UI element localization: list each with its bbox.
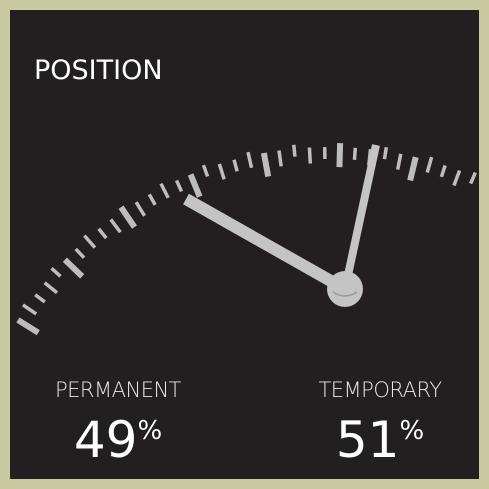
gauge-tick [352, 147, 358, 160]
gauge-tick [62, 257, 85, 279]
gauge-tick [22, 303, 38, 316]
gauge-tick [97, 227, 108, 240]
value-unit: % [399, 416, 424, 446]
gauge-tick [395, 153, 403, 170]
gauge-tick [439, 164, 447, 178]
gauge-tick [246, 151, 254, 169]
gauge-tick [147, 193, 157, 206]
item-label: TEMPORARY [318, 378, 442, 402]
value-number: 49 [74, 411, 138, 469]
gauge-tick [452, 169, 462, 187]
gauge-tick [382, 147, 389, 160]
gauge-tick [336, 143, 344, 168]
minute-hand [341, 144, 380, 290]
gauge-tick [187, 173, 203, 198]
hub-shine [332, 291, 358, 297]
item-value: 49% [74, 411, 162, 469]
title: POSITION [34, 55, 163, 86]
gauge-tick [292, 144, 297, 157]
gauge-tick [277, 150, 283, 167]
panel [10, 10, 479, 479]
gauge-tick [34, 293, 46, 304]
gauge-tick [159, 182, 170, 199]
gauge-tick [217, 163, 226, 180]
gauge-ticks [16, 143, 477, 336]
gauge-tick [232, 159, 239, 172]
gauge-tick [43, 281, 59, 295]
gauge-tick [16, 317, 40, 336]
gauge-tick [174, 179, 184, 193]
value-number: 51 [336, 411, 400, 469]
gauge-tick [74, 247, 86, 259]
item-label: PERMANENT [55, 378, 182, 402]
gauge-tick [109, 218, 122, 234]
hub [327, 271, 363, 307]
gauge-tick [83, 234, 97, 249]
gauge-tick [118, 205, 137, 229]
gauge-tick [134, 201, 147, 217]
gauge-tick [307, 147, 313, 164]
gauge-tick [425, 156, 434, 174]
gauge-tick [469, 171, 477, 185]
gauge-tick [260, 152, 272, 178]
gauge-tick [201, 164, 210, 178]
gauge-tick [407, 156, 419, 182]
hour-hand [183, 193, 348, 295]
value-unit: % [137, 416, 162, 446]
gauge-tick [50, 267, 62, 278]
item-value: 51% [336, 411, 424, 469]
